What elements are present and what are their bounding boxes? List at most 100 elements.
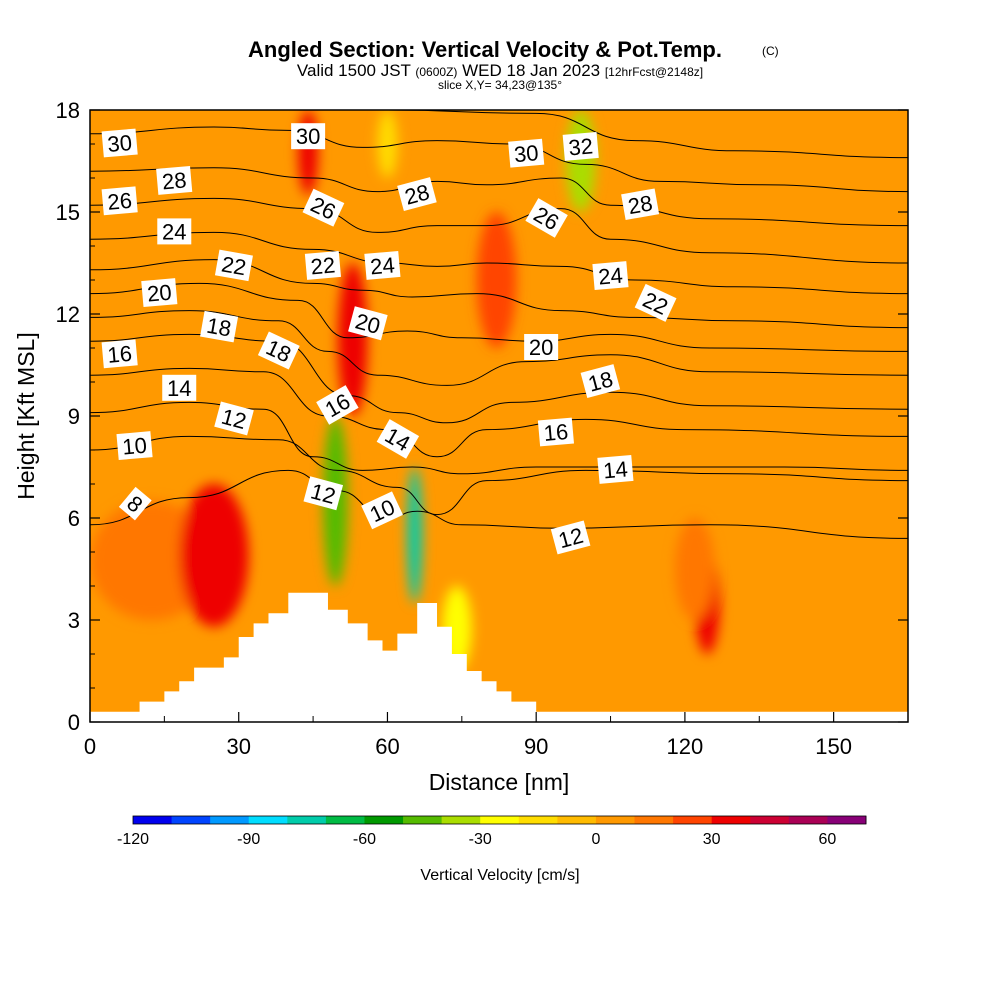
contour-label-text: 22 bbox=[220, 251, 248, 280]
contour-label-box bbox=[621, 188, 660, 220]
colorbar-swatch bbox=[441, 816, 481, 824]
colorbar-swatch bbox=[827, 816, 867, 824]
contour-label-box bbox=[524, 334, 559, 360]
colorbar-tick-label: -60 bbox=[353, 831, 376, 848]
y-axis-label: Height [Kft MSL] bbox=[13, 332, 39, 499]
theta-contour-10 bbox=[90, 435, 908, 516]
velocity-cell bbox=[407, 467, 423, 603]
theta-contour-16 bbox=[90, 333, 908, 424]
contour-label-text: 18 bbox=[205, 313, 233, 342]
contour-label-box bbox=[101, 186, 138, 216]
contour-label: 24 bbox=[592, 261, 629, 291]
contour-label-text: 24 bbox=[597, 263, 624, 290]
y-tick-label: 15 bbox=[56, 200, 80, 225]
colorbar-tick-label: 30 bbox=[703, 831, 721, 848]
contour-label: 20 bbox=[524, 334, 559, 360]
colorbar: -120 -90 -60 -30 0 30 60 bbox=[117, 815, 867, 848]
theta-contour-18 bbox=[90, 310, 908, 386]
y-tick-label: 3 bbox=[68, 608, 80, 633]
slice-info: slice X,Y= 34,23@135° bbox=[438, 78, 562, 92]
colorbar-swatch bbox=[171, 816, 211, 824]
contour-label-box bbox=[597, 454, 634, 484]
velocity-background bbox=[90, 110, 908, 722]
contour-label: 30 bbox=[101, 128, 138, 158]
contour-label-box bbox=[156, 165, 193, 195]
theta-contour-24 bbox=[90, 231, 908, 295]
chart-title-tag: (C) bbox=[762, 44, 779, 58]
contour-label: 26 bbox=[101, 186, 138, 216]
theta-contour-14 bbox=[90, 367, 908, 458]
contour-labels: 3028262422201816141210830262218161210142… bbox=[101, 123, 677, 555]
terrain-silhouette bbox=[90, 592, 908, 722]
colorbar-tick-label: 60 bbox=[819, 831, 837, 848]
y-tick-label: 0 bbox=[68, 710, 80, 735]
velocity-cell bbox=[337, 263, 368, 416]
contour-label: 24 bbox=[157, 218, 192, 245]
colorbar-swatch bbox=[788, 816, 828, 824]
y-tick-label: 9 bbox=[68, 404, 80, 429]
contour-label-box bbox=[302, 188, 345, 227]
contour-label: 28 bbox=[621, 188, 660, 220]
theta-contour-32 bbox=[90, 110, 908, 159]
contour-label-box bbox=[550, 520, 591, 555]
contour-label-box bbox=[634, 283, 677, 322]
contour-label-text: 28 bbox=[161, 167, 188, 194]
contour-label-box bbox=[162, 374, 197, 401]
theta-contour-28 bbox=[90, 167, 908, 227]
contour-label-text: 16 bbox=[106, 341, 133, 368]
x-tick-label: 60 bbox=[375, 734, 399, 759]
contour-label-box bbox=[200, 310, 239, 343]
contour-label-box bbox=[580, 364, 621, 398]
contour-label-box bbox=[291, 123, 326, 150]
contour-label-box bbox=[348, 306, 388, 341]
terrain bbox=[90, 592, 908, 722]
contour-label-box bbox=[257, 331, 300, 370]
contour-label: 20 bbox=[141, 278, 178, 308]
colorbar-swatch bbox=[557, 816, 597, 824]
velocity-cell bbox=[298, 110, 319, 195]
contour-label-text: 10 bbox=[121, 433, 148, 460]
contour-label-box bbox=[118, 486, 152, 521]
theta-contour-26 bbox=[90, 197, 908, 264]
contour-label: 28 bbox=[397, 177, 437, 211]
contour-label: 16 bbox=[537, 417, 574, 447]
colorbar-swatch bbox=[210, 816, 250, 824]
x-tick-label: 30 bbox=[226, 734, 250, 759]
contour-label-text: 14 bbox=[167, 376, 191, 401]
contour-label: 20 bbox=[348, 306, 388, 341]
colorbar-swatch bbox=[364, 816, 404, 824]
y-tick-label: 6 bbox=[68, 506, 80, 531]
contour-label-box bbox=[157, 218, 192, 245]
contour-label-text: 26 bbox=[106, 188, 133, 215]
contour-label-box bbox=[101, 339, 138, 369]
velocity-cell bbox=[674, 518, 715, 620]
contour-label-box bbox=[562, 131, 599, 161]
contour-label: 12 bbox=[214, 401, 254, 436]
contour-label-text: 20 bbox=[146, 280, 173, 307]
contour-label-text: 32 bbox=[567, 133, 594, 160]
colorbar-swatch bbox=[673, 816, 713, 824]
contour-label-box bbox=[364, 250, 401, 280]
contour-label: 24 bbox=[364, 250, 401, 280]
colorbar-swatch bbox=[287, 816, 327, 824]
contour-label-box bbox=[537, 417, 574, 447]
x-tick-label: 0 bbox=[84, 734, 96, 759]
colorbar-swatch bbox=[518, 816, 558, 824]
contour-label-text: 16 bbox=[543, 419, 570, 446]
contour-label-box bbox=[101, 128, 138, 158]
y-axis-ticks: 0 3 6 9 12 15 18 bbox=[56, 98, 908, 735]
colorbar-tick-label: 0 bbox=[591, 831, 600, 848]
contour-label-text: 30 bbox=[296, 124, 320, 149]
y-tick-label: 18 bbox=[56, 98, 80, 123]
contour-label-box bbox=[214, 249, 253, 282]
colorbar-swatch bbox=[595, 816, 636, 824]
contour-label-text: 30 bbox=[513, 140, 540, 167]
contour-label: 18 bbox=[580, 364, 621, 398]
contour-label-text: 30 bbox=[106, 130, 133, 157]
contour-label-text: 20 bbox=[529, 335, 553, 360]
colorbar-swatch bbox=[403, 816, 443, 824]
colorbar-tick-label: -90 bbox=[237, 831, 260, 848]
theta-contour-20 bbox=[90, 282, 908, 352]
colorbar-frame bbox=[132, 815, 867, 825]
